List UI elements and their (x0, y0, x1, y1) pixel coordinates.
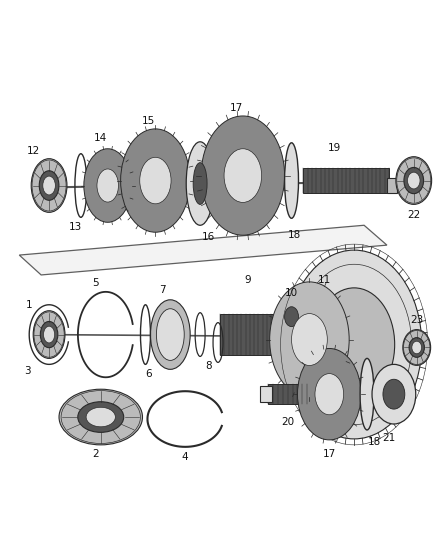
Text: 1: 1 (26, 300, 32, 310)
Ellipse shape (43, 326, 55, 343)
Ellipse shape (396, 157, 431, 204)
Ellipse shape (286, 250, 422, 439)
Ellipse shape (404, 167, 424, 193)
Text: 10: 10 (285, 288, 298, 298)
Text: 15: 15 (142, 116, 155, 126)
Text: 13: 13 (69, 222, 82, 232)
Text: 14: 14 (94, 133, 107, 143)
Text: 12: 12 (27, 146, 40, 156)
Ellipse shape (360, 358, 374, 430)
Ellipse shape (97, 169, 118, 202)
Ellipse shape (140, 157, 171, 204)
Ellipse shape (403, 329, 431, 365)
Bar (304, 168, 389, 193)
Bar (268, 384, 307, 404)
Ellipse shape (186, 142, 214, 225)
Ellipse shape (285, 143, 298, 219)
Ellipse shape (224, 149, 261, 203)
Ellipse shape (39, 171, 59, 200)
Text: 20: 20 (281, 417, 294, 427)
Text: 17: 17 (230, 103, 244, 113)
Ellipse shape (292, 313, 327, 366)
Ellipse shape (150, 300, 190, 369)
Text: 18: 18 (367, 437, 381, 447)
Bar (220, 314, 279, 356)
Text: 3: 3 (24, 366, 31, 376)
Ellipse shape (84, 149, 131, 222)
Text: 2: 2 (92, 449, 99, 459)
Ellipse shape (314, 288, 395, 401)
Ellipse shape (78, 402, 124, 432)
Text: 23: 23 (410, 314, 424, 325)
Ellipse shape (285, 307, 298, 327)
Ellipse shape (59, 389, 142, 445)
Ellipse shape (120, 129, 190, 232)
Text: 21: 21 (382, 433, 396, 443)
Ellipse shape (315, 374, 343, 415)
Text: 18: 18 (288, 230, 301, 240)
Ellipse shape (412, 341, 422, 354)
Bar (387, 177, 397, 193)
Ellipse shape (372, 365, 416, 424)
Text: 17: 17 (323, 449, 336, 459)
Ellipse shape (409, 337, 424, 357)
Text: 19: 19 (328, 143, 341, 153)
Text: 8: 8 (205, 361, 212, 372)
Text: 22: 22 (407, 211, 420, 220)
Ellipse shape (297, 349, 361, 440)
Ellipse shape (270, 282, 349, 397)
Ellipse shape (86, 407, 115, 427)
Text: 11: 11 (318, 275, 331, 285)
Ellipse shape (407, 172, 420, 189)
Text: 4: 4 (182, 452, 188, 462)
Text: 6: 6 (145, 369, 152, 379)
Ellipse shape (33, 311, 65, 358)
Bar (260, 386, 272, 402)
Ellipse shape (43, 176, 55, 195)
Text: 9: 9 (244, 275, 251, 285)
Polygon shape (19, 225, 387, 275)
Ellipse shape (193, 163, 207, 204)
Ellipse shape (156, 309, 184, 360)
Ellipse shape (31, 159, 67, 212)
Ellipse shape (279, 301, 304, 333)
Ellipse shape (40, 321, 58, 348)
Ellipse shape (201, 116, 285, 235)
Text: 7: 7 (159, 285, 166, 295)
Text: 16: 16 (201, 232, 215, 242)
Ellipse shape (383, 379, 405, 409)
Text: 5: 5 (92, 278, 99, 288)
